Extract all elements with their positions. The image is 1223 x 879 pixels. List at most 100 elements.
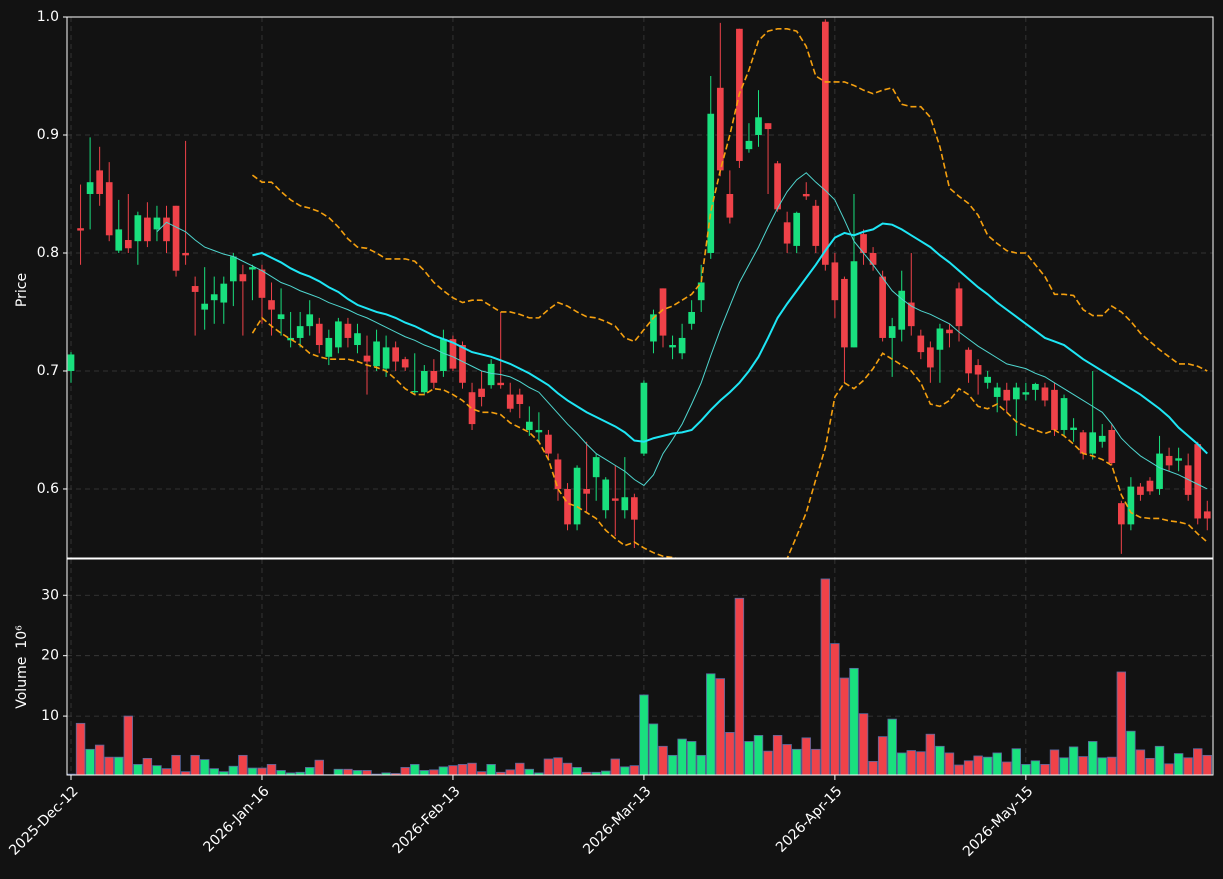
- volume-bar: [801, 737, 811, 775]
- candle-body: [268, 300, 275, 310]
- candle-body: [163, 217, 170, 242]
- volume-bar: [467, 762, 477, 775]
- candle-body: [688, 311, 695, 324]
- candle-body: [650, 314, 657, 342]
- volume-bar: [438, 766, 449, 775]
- volume-bar: [973, 755, 983, 775]
- volume-bar: [791, 748, 802, 775]
- candle-body: [774, 163, 781, 210]
- volume-bar: [1164, 763, 1174, 775]
- volume-bar: [219, 771, 229, 775]
- candle-body: [535, 429, 543, 433]
- candle-body: [621, 497, 629, 511]
- volume-bar: [285, 772, 296, 775]
- volume-bar: [734, 597, 745, 775]
- candle-body: [573, 467, 581, 525]
- candle-body: [631, 497, 638, 520]
- candle-body: [440, 339, 447, 371]
- candle-body: [697, 282, 705, 301]
- volume-bar: [94, 744, 105, 775]
- candle-body: [1108, 429, 1116, 464]
- volume-bar: [543, 758, 554, 775]
- candle-body: [1137, 486, 1144, 495]
- candle-body: [1127, 486, 1135, 525]
- candle-body: [1165, 455, 1173, 466]
- volume-bar: [849, 667, 859, 775]
- candle-body: [239, 274, 247, 282]
- volume-bar: [944, 752, 955, 775]
- volume-bar: [534, 772, 544, 775]
- candle-body: [592, 457, 600, 478]
- candle-body: [449, 339, 457, 369]
- volume-bar: [1030, 760, 1041, 775]
- candle-body: [1146, 480, 1154, 492]
- candle-body: [459, 345, 466, 383]
- candle-body: [907, 302, 915, 327]
- candle-body: [841, 278, 848, 348]
- candle-body: [1070, 427, 1077, 430]
- candle-body: [220, 283, 228, 303]
- candle-body: [611, 498, 619, 501]
- y-axis-label-text: Volume: [14, 657, 30, 709]
- candle-body: [793, 212, 801, 246]
- volume-bar: [858, 713, 869, 775]
- candle-body: [1051, 389, 1058, 430]
- volume-bar: [381, 772, 391, 775]
- volume-bar: [1173, 753, 1184, 775]
- volume-bar: [811, 748, 821, 775]
- volume-bar: [715, 678, 725, 775]
- volume-bar: [658, 745, 668, 775]
- candle-body: [946, 329, 953, 334]
- candle-body: [363, 355, 371, 362]
- volume-bar: [505, 769, 515, 775]
- candle-body: [1032, 383, 1039, 390]
- candle-body: [640, 382, 648, 454]
- volume-bar: [677, 738, 687, 775]
- volume-bar: [610, 758, 620, 775]
- candle-body: [105, 182, 113, 236]
- candle-body: [506, 394, 514, 409]
- candle-body: [144, 217, 151, 242]
- candle-body: [927, 347, 934, 368]
- candle-body: [869, 252, 877, 265]
- candle-body: [783, 222, 791, 244]
- candle-body: [707, 113, 715, 253]
- candle-body: [1079, 432, 1087, 454]
- volume-bar: [1202, 754, 1212, 775]
- candle-body: [955, 288, 963, 327]
- volume-bar: [228, 765, 239, 775]
- candle-body: [392, 347, 399, 362]
- candle-body: [879, 276, 886, 338]
- candle-body: [296, 326, 304, 338]
- candle-body: [821, 21, 829, 265]
- candle-body: [965, 349, 972, 374]
- volume-bar: [744, 741, 754, 775]
- volume-bar: [1078, 756, 1088, 775]
- volume-bar: [104, 756, 114, 775]
- volume-bar: [199, 759, 210, 775]
- candle-body: [984, 376, 991, 383]
- candle-body: [831, 262, 839, 301]
- volume-bar: [476, 771, 487, 775]
- volume-bar: [1040, 764, 1050, 775]
- y-tick-label: 0.8: [37, 245, 59, 261]
- volume-bar: [820, 578, 831, 775]
- candle-body: [86, 182, 94, 194]
- candle-body: [96, 170, 103, 194]
- candle-body: [325, 337, 333, 357]
- volume-bar: [85, 748, 95, 775]
- candle-body: [898, 290, 906, 330]
- volume-bar: [696, 754, 706, 775]
- axes-frame: [66, 16, 1214, 559]
- candle-body: [755, 117, 762, 135]
- candle-body: [191, 286, 199, 292]
- indicator-line: [252, 222, 1208, 455]
- volume-bar: [839, 677, 850, 775]
- volume-bar: [553, 757, 563, 775]
- candle-body: [1041, 387, 1049, 401]
- volume-bar: [238, 754, 248, 775]
- volume-bar: [429, 769, 439, 775]
- candle-body: [420, 370, 428, 393]
- y-axis-label: Volume 10⁶: [14, 625, 30, 709]
